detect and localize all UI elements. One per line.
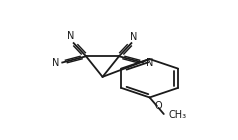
Text: N: N [67,31,74,41]
Text: N: N [130,32,138,42]
Text: CH₃: CH₃ [169,110,187,120]
Text: N: N [52,58,59,68]
Text: O: O [154,101,162,111]
Text: N: N [146,58,154,68]
